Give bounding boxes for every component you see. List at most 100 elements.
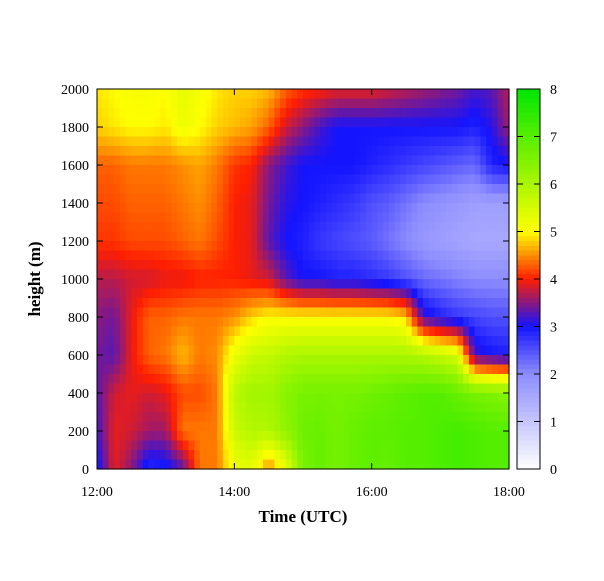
heatmap-cell — [417, 279, 424, 290]
heatmap-cell — [503, 383, 510, 394]
heatmap-cell — [377, 241, 384, 252]
heatmap-cell — [331, 184, 338, 195]
heatmap-cell — [280, 127, 287, 138]
heatmap-cell — [343, 298, 350, 309]
heatmap-cell — [491, 374, 499, 385]
heatmap-cell — [291, 345, 298, 356]
heatmap-cell — [491, 117, 499, 128]
heatmap-cell — [423, 117, 430, 128]
heatmap-cell — [125, 136, 132, 147]
heatmap-cell — [325, 222, 333, 233]
heatmap-cell — [119, 402, 127, 413]
heatmap-cell — [119, 421, 127, 432]
colorbar-swatch — [517, 345, 540, 351]
heatmap-cell — [114, 193, 121, 204]
heatmap-cell — [440, 345, 447, 356]
heatmap-cell — [108, 193, 115, 204]
heatmap-cell — [325, 307, 333, 318]
heatmap-cell — [285, 98, 293, 109]
heatmap-cell — [468, 127, 476, 138]
heatmap-cell — [217, 431, 224, 442]
heatmap-cell — [228, 345, 235, 356]
heatmap-cell — [148, 355, 155, 366]
heatmap-cell — [97, 98, 104, 109]
heatmap-cell — [371, 459, 378, 470]
heatmap-cell — [217, 393, 224, 404]
heatmap-cell — [159, 184, 167, 195]
heatmap-cell — [119, 89, 127, 100]
heatmap-cell — [497, 117, 504, 128]
heatmap-cell — [257, 250, 264, 261]
heatmap-cell — [331, 269, 338, 280]
heatmap-cell — [148, 127, 155, 138]
heatmap-cell — [354, 212, 361, 223]
heatmap-cell — [503, 431, 510, 442]
heatmap-cell — [131, 402, 138, 413]
heatmap-cell — [274, 431, 281, 442]
heatmap-cells — [97, 89, 510, 470]
heatmap-cell — [165, 193, 172, 204]
heatmap-cell — [337, 288, 344, 299]
heatmap-cell — [491, 402, 499, 413]
heatmap-cell — [280, 336, 287, 347]
heatmap-cell — [434, 421, 441, 432]
colorbar-swatch — [517, 146, 540, 152]
heatmap-cell — [171, 383, 178, 394]
heatmap-cell — [320, 231, 327, 242]
heatmap-cell — [97, 393, 104, 404]
heatmap-cell — [205, 231, 213, 242]
heatmap-cell — [388, 250, 396, 261]
heatmap-cell — [440, 184, 447, 195]
heatmap-cell — [102, 212, 110, 223]
heatmap-cell — [222, 317, 230, 328]
heatmap-cell — [154, 412, 161, 423]
heatmap-cell — [297, 288, 304, 299]
heatmap-cell — [268, 155, 275, 166]
heatmap-cell — [251, 260, 258, 271]
heatmap-cell — [400, 326, 407, 337]
heatmap-cell — [108, 222, 115, 233]
heatmap-cell — [154, 459, 161, 470]
heatmap-cell — [491, 98, 499, 109]
heatmap-cell — [211, 440, 218, 451]
heatmap-cell — [222, 117, 230, 128]
heatmap-cell — [131, 222, 138, 233]
heatmap-cell — [251, 212, 258, 223]
heatmap-cell — [222, 326, 230, 337]
heatmap-cell — [251, 288, 258, 299]
heatmap-cell — [165, 155, 172, 166]
heatmap-cell — [182, 298, 190, 309]
heatmap-cell — [308, 146, 316, 157]
heatmap-cell — [102, 336, 110, 347]
heatmap-cell — [194, 165, 201, 176]
heatmap-cell — [354, 402, 361, 413]
heatmap-cell — [119, 269, 127, 280]
heatmap-cell — [497, 212, 504, 223]
heatmap-cell — [142, 184, 150, 195]
heatmap-cell — [119, 98, 127, 109]
heatmap-cell — [354, 184, 361, 195]
heatmap-cell — [406, 298, 413, 309]
heatmap-cell — [360, 269, 367, 280]
heatmap-cell — [257, 98, 264, 109]
heatmap-cell — [486, 98, 493, 109]
heatmap-cell — [400, 231, 407, 242]
heatmap-cell — [486, 459, 493, 470]
heatmap-cell — [148, 165, 155, 176]
heatmap-cell — [474, 98, 481, 109]
heatmap-cell — [297, 250, 304, 261]
heatmap-cell — [468, 317, 476, 328]
heatmap-cell — [114, 364, 121, 375]
heatmap-cell — [251, 317, 258, 328]
heatmap-cell — [240, 288, 247, 299]
heatmap-cell — [337, 374, 344, 385]
heatmap-cell — [154, 127, 161, 138]
heatmap-cell — [503, 241, 510, 252]
heatmap-cell — [217, 326, 224, 337]
heatmap-cell — [222, 98, 230, 109]
heatmap-cell — [400, 117, 407, 128]
heatmap-cell — [371, 241, 378, 252]
heatmap-cell — [394, 402, 401, 413]
heatmap-cell — [125, 184, 132, 195]
heatmap-cell — [497, 307, 504, 318]
